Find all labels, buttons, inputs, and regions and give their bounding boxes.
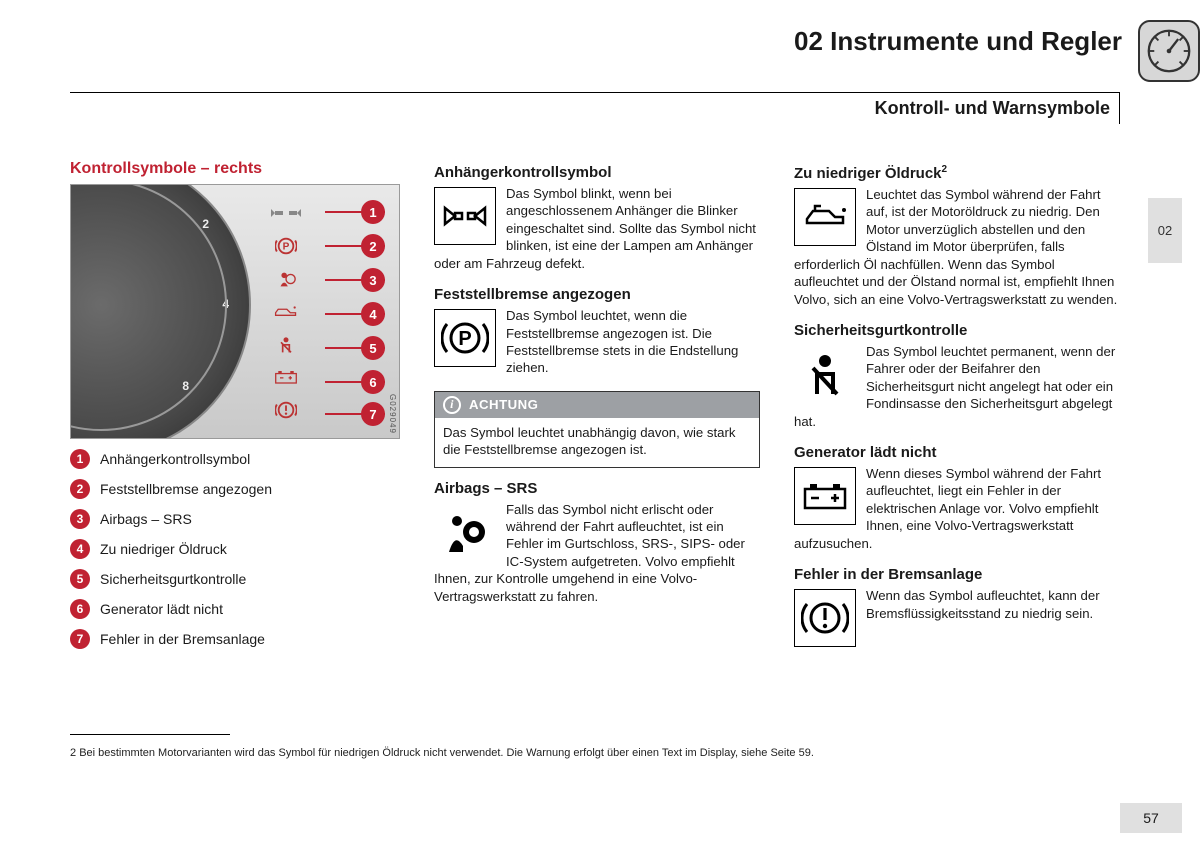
brake-warn-icon bbox=[794, 589, 856, 647]
seatbelt-icon bbox=[794, 345, 856, 403]
item-text: Wenn das Symbol aufleuchtet, kann der Br… bbox=[866, 588, 1100, 620]
speedometer-icon bbox=[1146, 28, 1192, 74]
oil-can-icon bbox=[794, 188, 856, 246]
callout-4: 4 bbox=[325, 313, 385, 315]
item-title: Anhängerkontrollsymbol bbox=[434, 164, 760, 181]
svg-text:P: P bbox=[458, 328, 471, 350]
callout-1: 1 bbox=[325, 211, 385, 213]
symbol-panel: P bbox=[259, 199, 313, 424]
legend-row: 3Airbags – SRS bbox=[70, 509, 400, 529]
callout-2: 2 bbox=[325, 245, 385, 247]
callout-3: 3 bbox=[325, 279, 385, 281]
tachometer: 2 4 8 bbox=[70, 184, 251, 439]
callout-7: 7 bbox=[325, 413, 385, 415]
section-title: Kontroll- und Warnsymbole bbox=[875, 98, 1110, 119]
battery-icon bbox=[794, 467, 856, 525]
item-title: Generator lädt nicht bbox=[794, 444, 1120, 461]
gauge-badge bbox=[1138, 20, 1200, 82]
legend-row: 2Feststellbremse angezogen bbox=[70, 479, 400, 499]
info-icon: i bbox=[443, 396, 461, 414]
legend-row: 6Generator lädt nicht bbox=[70, 599, 400, 619]
legend-row: 1Anhängerkontrollsymbol bbox=[70, 449, 400, 469]
callout-6: 6 bbox=[325, 381, 385, 383]
notice-box: i ACHTUNG Das Symbol leuchtet unabhängig… bbox=[434, 391, 760, 468]
item-title: Fehler in der Bremsanlage bbox=[794, 566, 1120, 583]
legend-row: 4Zu niedriger Öldruck bbox=[70, 539, 400, 559]
svg-text:P: P bbox=[283, 241, 290, 252]
left-column: Kontrollsymbole – rechts 2 4 8 P 1 bbox=[70, 160, 400, 663]
legend-row: 7Fehler in der Bremsanlage bbox=[70, 629, 400, 649]
side-tab: 02 bbox=[1148, 198, 1182, 263]
notice-text: Das Symbol leuchtet unabhängig davon, wi… bbox=[435, 418, 759, 467]
item-title: Sicherheitsgurtkontrolle bbox=[794, 322, 1120, 339]
item-title: Zu niedriger Öldruck2 bbox=[794, 164, 1120, 182]
parking-brake-icon: P bbox=[434, 309, 496, 367]
chapter-title: 02 Instrumente und Regler bbox=[794, 26, 1122, 57]
item-title: Airbags – SRS bbox=[434, 480, 760, 497]
legend-row: 5Sicherheitsgurtkontrolle bbox=[70, 569, 400, 589]
trailer-arrows-icon bbox=[434, 187, 496, 245]
item-title: Feststellbremse angezogen bbox=[434, 286, 760, 303]
left-heading: Kontrollsymbole – rechts bbox=[70, 160, 400, 178]
airbag-icon bbox=[434, 503, 496, 561]
legend-list: 1Anhängerkontrollsymbol 2Feststellbremse… bbox=[70, 449, 400, 649]
dashboard-diagram: 2 4 8 P 1 2 3 4 5 6 bbox=[70, 184, 400, 439]
callout-5: 5 bbox=[325, 347, 385, 349]
diagram-code: G029049 bbox=[388, 394, 397, 434]
footnote: 2 Bei bestimmten Motorvarianten wird das… bbox=[70, 747, 1120, 759]
footnote-rule bbox=[70, 734, 230, 735]
middle-column: Anhängerkontrollsymbol Das Symbol blinkt… bbox=[434, 160, 760, 663]
page-number: 57 bbox=[1120, 803, 1182, 833]
right-column: Zu niedriger Öldruck2 Leuchtet das Symbo… bbox=[794, 160, 1120, 663]
item-text: Das Symbol leuchtet, wenn die Feststellb… bbox=[506, 308, 738, 375]
notice-label: ACHTUNG bbox=[469, 397, 538, 412]
